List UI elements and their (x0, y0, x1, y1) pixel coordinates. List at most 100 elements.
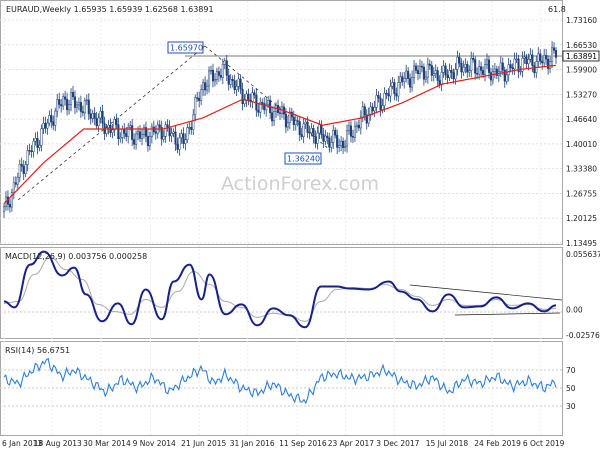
candle-body (298, 121, 301, 135)
macd-labels: 0.055637 0.00 -0.02576 (566, 250, 600, 340)
candle-body (160, 127, 163, 140)
candle-body (44, 122, 47, 129)
candle-body (381, 105, 384, 110)
candle-body (523, 56, 526, 59)
candle-body (286, 122, 289, 128)
candle-body (233, 80, 236, 91)
candle-body (131, 125, 134, 140)
candle-body (355, 124, 358, 127)
candle-body (247, 93, 250, 101)
candle-body (273, 110, 276, 122)
candle-body (379, 97, 382, 110)
candle-body (426, 63, 429, 78)
candle-body (68, 104, 71, 111)
candle-body (48, 115, 51, 124)
candle-body (213, 79, 216, 82)
x-axis-label: 3 Dec 2017 (376, 439, 419, 448)
candle-body (115, 119, 118, 125)
candle-body (480, 66, 483, 71)
candle-body (162, 136, 165, 140)
candle-body (176, 143, 179, 150)
candle-body (545, 55, 548, 60)
candle-body (336, 134, 339, 148)
candle-body (304, 121, 307, 125)
candle-body (318, 124, 321, 134)
candle-body (12, 182, 15, 193)
candle-body (430, 65, 433, 76)
x-axis-label: 6 Jan 2013 (2, 439, 42, 448)
candle-body (64, 96, 67, 100)
price-tick-label: 1.40010 (566, 140, 597, 149)
candle-body (184, 139, 187, 144)
candle-body (353, 126, 356, 138)
candle-body (340, 140, 343, 146)
candle-body (294, 120, 297, 126)
candle-body (485, 59, 489, 66)
rsi-line (3, 357, 557, 405)
candle-body (411, 76, 414, 88)
candle-body (91, 113, 94, 119)
candle-body (332, 130, 335, 143)
candle-body (361, 106, 364, 118)
candle-body (113, 119, 116, 131)
candle-body (66, 99, 69, 111)
candle-body (413, 65, 416, 78)
candle-body (121, 129, 124, 138)
candle-body (166, 124, 169, 128)
candle-body (531, 54, 534, 66)
candle-body (543, 55, 546, 64)
candle-body (243, 100, 246, 104)
candle-body (385, 92, 388, 95)
annotation-high: 1.65970 (167, 41, 204, 54)
candle-body (105, 127, 108, 134)
candle-body (188, 127, 191, 129)
candle-body (10, 192, 13, 208)
price-labels: 1.73160 1.66530 1.59900 1.53270 1.46640 1.400… (566, 16, 597, 248)
candle-body (371, 106, 374, 112)
candle-body (123, 129, 126, 134)
x-axis-label: 21 Jun 2015 (181, 439, 226, 448)
x-axis-label: 31 Jan 2016 (230, 439, 275, 448)
candle-body (40, 128, 43, 146)
watermark: ActionForex.com (221, 173, 379, 195)
rsi-labels: 70 50 30 (566, 366, 576, 411)
macd-signal-line (3, 257, 557, 322)
candle-body (464, 64, 467, 68)
candle-body (125, 133, 128, 137)
trendline-upper-left (17, 45, 206, 201)
candle-body (517, 58, 520, 72)
x-axis-label: 24 Feb 2019 (474, 439, 521, 448)
candle-body (446, 74, 449, 78)
candle-body (391, 82, 394, 87)
macd-tick-label: 0.055637 (566, 250, 600, 259)
current-price-text: 1.63891 (566, 52, 597, 61)
candle-body (554, 50, 558, 58)
candle-body (209, 70, 213, 72)
candle-body (397, 82, 400, 97)
current-price-box (562, 50, 600, 62)
candle-body (223, 60, 226, 65)
annotation-low-box (284, 152, 322, 165)
candle-body (395, 93, 398, 97)
candle-body (507, 64, 510, 76)
trend-lines (17, 45, 562, 201)
candle-body (330, 142, 333, 148)
candle-body (537, 53, 540, 62)
candle-body (349, 125, 353, 137)
candle-body (239, 78, 242, 90)
annotation-high-box (167, 41, 204, 54)
price-tick-label: 1.59900 (566, 66, 597, 75)
candle-body (369, 106, 372, 115)
candle-body (28, 150, 31, 152)
candle-body (422, 66, 425, 80)
candle-body (489, 72, 492, 81)
candle-body (328, 137, 331, 148)
candle-body (493, 68, 496, 72)
candle-body (22, 166, 25, 174)
candle-body (119, 137, 122, 139)
candle-body (515, 58, 518, 60)
x-axis-label: 18 Aug 2013 (34, 439, 82, 448)
candle-body (190, 127, 193, 130)
candle-body (322, 134, 325, 142)
candle-body (192, 114, 195, 130)
